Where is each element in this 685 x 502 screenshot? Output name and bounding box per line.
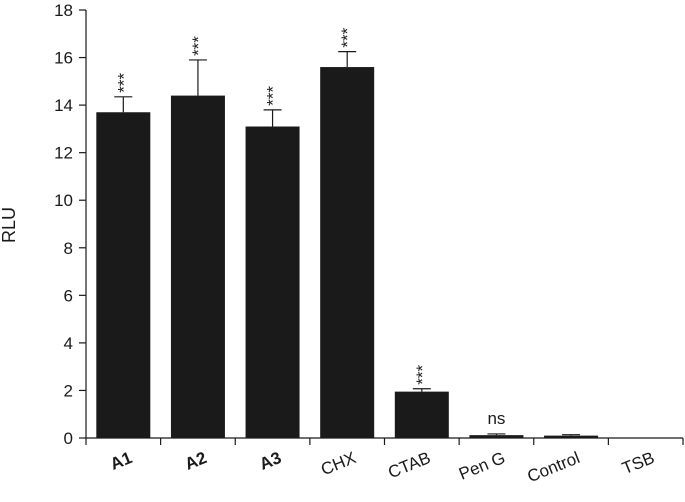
bar-a3 xyxy=(245,126,300,438)
significance-label: *** xyxy=(413,365,432,385)
y-tick-label: 4 xyxy=(64,334,73,353)
x-tick-label: Control xyxy=(525,448,583,486)
x-tick-label: A1 xyxy=(108,448,135,474)
bar-chx xyxy=(320,67,375,439)
bar-pen-g xyxy=(469,435,524,438)
x-tick-label: TSB xyxy=(619,448,657,478)
x-tick-label: A2 xyxy=(182,448,209,474)
y-axis-title: RLU xyxy=(0,207,19,243)
significance-label: *** xyxy=(189,36,208,56)
bar-a1 xyxy=(96,112,151,438)
y-tick-label: 6 xyxy=(64,286,73,305)
significance-label: *** xyxy=(114,73,133,93)
x-tick-label: CHX xyxy=(318,448,358,479)
y-tick-label: 10 xyxy=(54,191,73,210)
y-tick-label: 0 xyxy=(64,429,73,448)
bar-a2 xyxy=(170,95,225,438)
y-tick-label: 2 xyxy=(64,381,73,400)
bars xyxy=(96,51,599,439)
y-tick-label: 16 xyxy=(54,49,73,68)
significance-label: ns xyxy=(487,409,505,428)
significance-label: *** xyxy=(338,27,357,47)
y-tick-label: 12 xyxy=(54,144,73,163)
significance-label: *** xyxy=(264,86,283,106)
x-tick-label: Pen G xyxy=(456,448,508,484)
y-tick-label: 18 xyxy=(54,1,73,20)
bar-ctab xyxy=(394,391,449,438)
x-tick-label: CTAB xyxy=(385,448,433,482)
x-tick-label: A3 xyxy=(257,448,284,474)
y-tick-label: 14 xyxy=(54,96,73,115)
bar-control xyxy=(544,435,599,438)
y-tick-label: 8 xyxy=(64,239,73,258)
